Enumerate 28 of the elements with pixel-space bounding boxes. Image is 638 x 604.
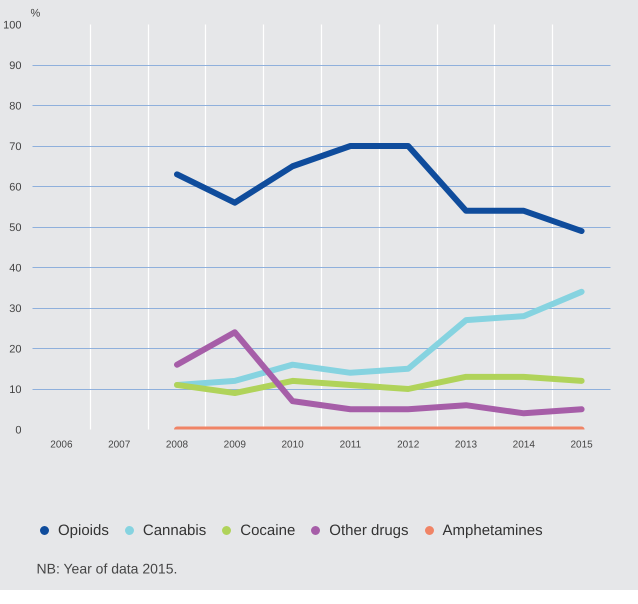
x-tick-label: 2008 (166, 440, 189, 450)
y-tick-label: 10 (9, 384, 22, 396)
y-tick-label: 40 (9, 262, 22, 274)
y-tick-label: 30 (9, 303, 22, 315)
y-tick-label: 100 (3, 20, 22, 32)
x-tick-label: 2009 (224, 440, 246, 450)
x-tick-label: 2013 (454, 440, 478, 450)
legend-label: Cocaine (240, 522, 296, 538)
x-tick-label: 2007 (108, 440, 131, 450)
y-tick-label: 60 (9, 182, 22, 194)
x-tick-label: 2014 (512, 440, 536, 450)
y-tick-label: 80 (9, 100, 22, 112)
x-tick-label: 2011 (340, 440, 362, 450)
x-tick-label: 2006 (50, 440, 73, 450)
x-tick-label: 2012 (397, 440, 420, 450)
y-tick-label: 90 (9, 60, 22, 72)
x-tick-label: 2015 (570, 440, 594, 450)
x-tick-label: 2010 (281, 440, 304, 450)
legend-label: Amphetamines (442, 522, 543, 538)
y-tick-label: 20 (9, 344, 22, 356)
legend-label: Other drugs (329, 522, 409, 538)
y-tick-label: 0 (15, 424, 22, 436)
legend-label: Cannabis (142, 522, 206, 538)
y-axis-title: % (30, 8, 40, 20)
legend-label: Opioids (58, 522, 109, 538)
y-tick-label: 50 (9, 222, 22, 234)
y-tick-label: 70 (9, 141, 22, 153)
text: NB: Year of data 2015. (36, 560, 178, 576)
